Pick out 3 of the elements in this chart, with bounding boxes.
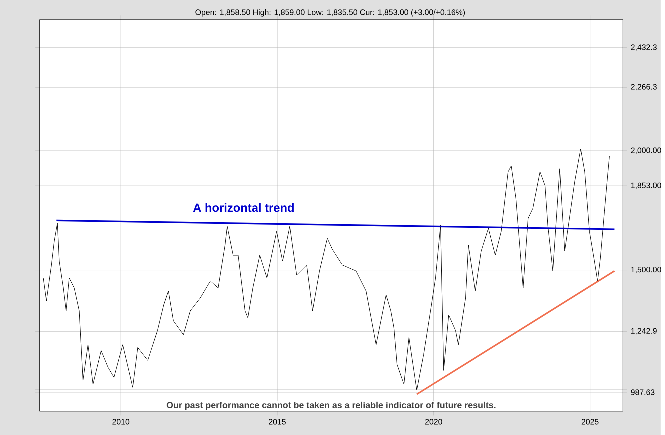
line-series xyxy=(43,148,610,391)
annotation: A horizontal trend xyxy=(193,203,294,212)
annotation: Our past performance cannot be taken as a reliable indicator of future results. xyxy=(166,402,496,410)
